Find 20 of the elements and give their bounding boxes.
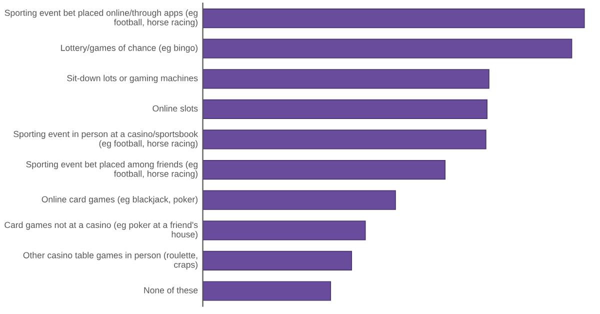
bar xyxy=(202,190,396,210)
y-tick-label: Online card games (eg blackjack, poker) xyxy=(42,196,198,204)
bar xyxy=(202,160,446,180)
bar xyxy=(202,69,490,89)
bar xyxy=(202,281,332,301)
y-tick-label: Sporting event in person at a casino/sportsbook (eg football, horse racing) xyxy=(14,130,198,148)
y-tick-label: Online slots xyxy=(152,105,198,112)
bar xyxy=(202,8,585,28)
bar xyxy=(202,220,366,240)
y-tick-label: Lottery/games of chance (eg bingo) xyxy=(61,44,198,53)
bar xyxy=(202,99,488,120)
bar xyxy=(202,38,572,58)
bar xyxy=(202,130,486,150)
y-tick-label: Sporting event bet placed online/through apps (eg football, horse racing) xyxy=(4,10,198,28)
y-tick-label: Other casino table games in person (roulette, craps) xyxy=(23,252,198,270)
y-tick-label: None of these xyxy=(144,286,198,294)
y-tick-label: Sit-down lots or gaming machines xyxy=(67,74,198,83)
y-tick-label: Card games not at a casino (eg poker at a friend's house) xyxy=(4,222,198,240)
y-tick-label: Sporting event bet placed among friends (eg football, horse racing) xyxy=(26,161,198,179)
bar xyxy=(202,250,352,271)
